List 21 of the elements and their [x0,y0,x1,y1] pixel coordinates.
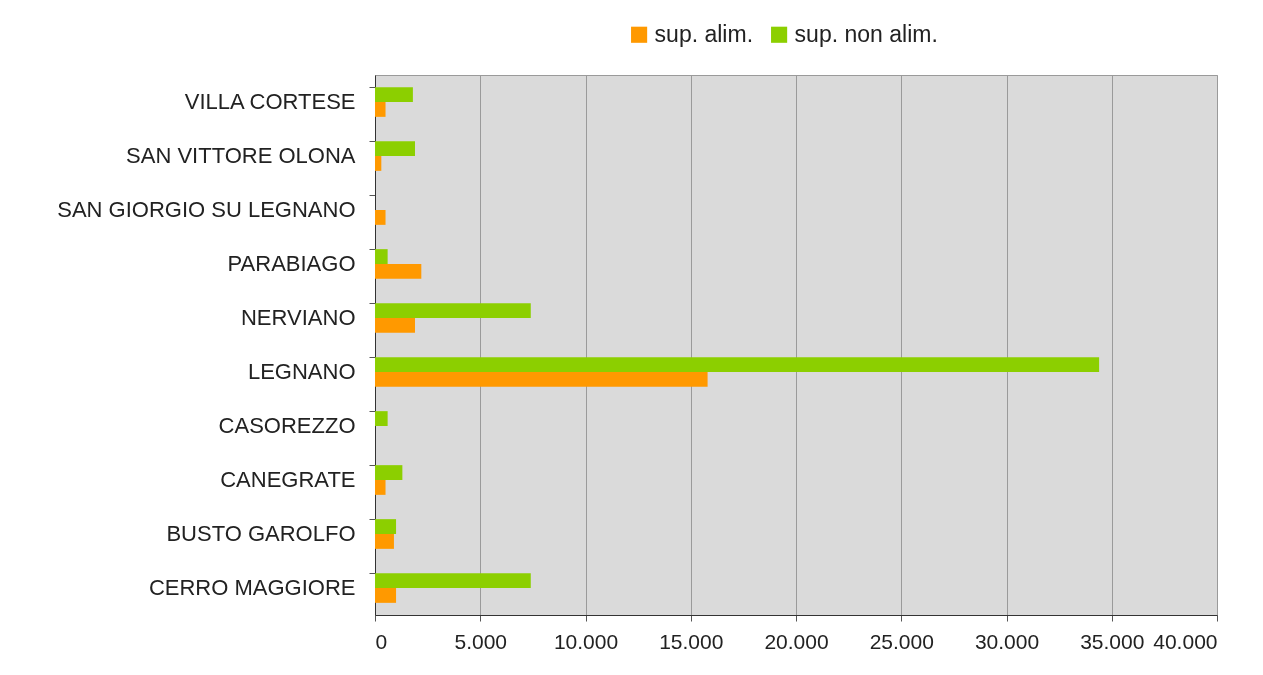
x-tick-label: 20.000 [764,629,829,653]
y-tick-label: PARABIAGO [227,251,356,276]
y-tick-label: NERVIANO [240,305,356,330]
y-tick-label: SAN GIORGIO SU LEGNANO [57,197,356,222]
x-tick-label: 10.000 [553,629,619,653]
y-tick-label: CERRO MAGGIORE [148,575,356,600]
y-tick-label: LEGNANO [247,359,356,384]
x-tick-label: 35.000 [1080,629,1145,653]
x-tick-label: 15.000 [659,629,724,653]
y-tick-label: CANEGRATE [220,467,356,492]
x-tick-label: 0 [375,629,388,653]
y-tick-label: CASOREZZO [218,413,356,438]
x-tick-label: 30.000 [974,629,1040,653]
x-tick-label: 25.000 [869,629,934,653]
y-tick-label: BUSTO GAROLFO [166,521,356,546]
y-tick-label: SAN VITTORE OLONA [126,143,356,168]
legend-label: sup. alim. [654,20,754,47]
legend-label: sup. non alim. [794,20,938,47]
x-tick-label: 40.000 [1153,629,1218,653]
x-tick-label: 5.000 [454,629,508,653]
y-tick-label: VILLA CORTESE [184,89,356,114]
